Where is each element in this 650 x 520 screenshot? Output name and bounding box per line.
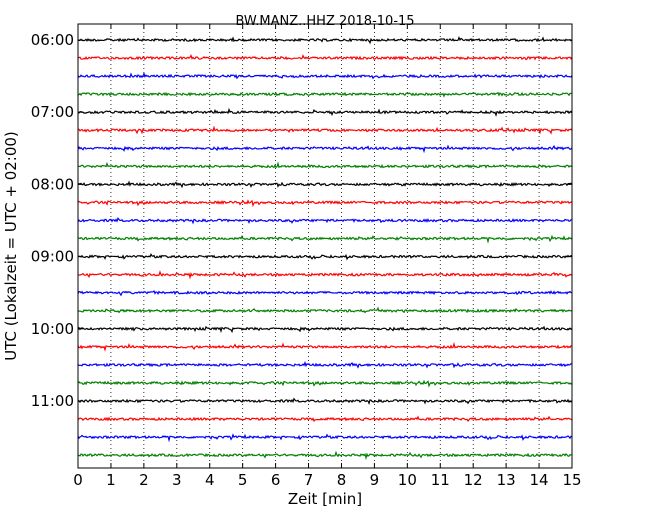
trace-line (77, 199, 573, 208)
trace-line (77, 433, 573, 443)
chart-title: BW.MANZ..HHZ 2018-10-15 (235, 14, 414, 29)
trace-line (77, 107, 573, 117)
trace-line (77, 289, 573, 297)
y-tick-label: 10:00 (31, 320, 74, 338)
y-tick-label: 11:00 (31, 392, 74, 410)
trace-line (77, 341, 573, 352)
x-axis-ticks: 0 1 2 3 4 5 6 7 8 9 10 11 12 13 14 15 (73, 24, 582, 489)
x-tick-label: 7 (304, 471, 314, 489)
plot-frame (77, 23, 573, 469)
x-tick-label: 9 (370, 471, 380, 489)
y-tick-label: 06:00 (31, 31, 74, 49)
y-axis-label: UTC (Lokalzeit = UTC + 02:00) (2, 131, 20, 361)
trace-line (77, 270, 573, 280)
y-tick-label: 07:00 (31, 103, 74, 121)
trace-line (77, 253, 573, 261)
x-tick-label: 2 (139, 471, 149, 489)
x-tick-label: 15 (562, 471, 581, 489)
x-tick-label: 5 (238, 471, 248, 489)
trace-line (77, 415, 573, 423)
x-tick-label: 10 (398, 471, 417, 489)
y-tick-label: 09:00 (31, 248, 74, 266)
trace-line (77, 53, 573, 61)
trace-line (77, 306, 573, 314)
trace-line (77, 180, 573, 189)
trace-line (77, 35, 573, 45)
x-tick-label: 1 (106, 471, 116, 489)
trace-line (77, 125, 573, 135)
traces-group (77, 35, 573, 461)
trace-line (77, 71, 573, 80)
y-tick-label: 08:00 (31, 175, 74, 193)
trace-line (77, 450, 573, 461)
x-tick-label: 11 (431, 471, 450, 489)
y-axis-ticks: 06:00 07:00 08:00 09:00 10:00 11:00 (31, 31, 572, 410)
x-tick-label: 8 (337, 471, 347, 489)
trace-line (77, 91, 573, 98)
x-tick-label: 6 (271, 471, 281, 489)
trace-line (77, 234, 573, 244)
trace-line (77, 217, 573, 225)
trace-line (77, 144, 573, 154)
trace-line (77, 379, 573, 388)
trace-line (77, 360, 573, 369)
trace-line (77, 325, 573, 334)
x-tick-label: 4 (205, 471, 215, 489)
x-tick-label: 0 (73, 471, 83, 489)
x-tick-label: 3 (172, 471, 182, 489)
x-tick-label: 12 (464, 471, 483, 489)
x-tick-label: 13 (497, 471, 516, 489)
x-tick-label: 14 (530, 471, 549, 489)
trace-line (77, 161, 573, 169)
trace-line (77, 397, 573, 405)
x-axis-label: Zeit [min] (288, 490, 362, 508)
